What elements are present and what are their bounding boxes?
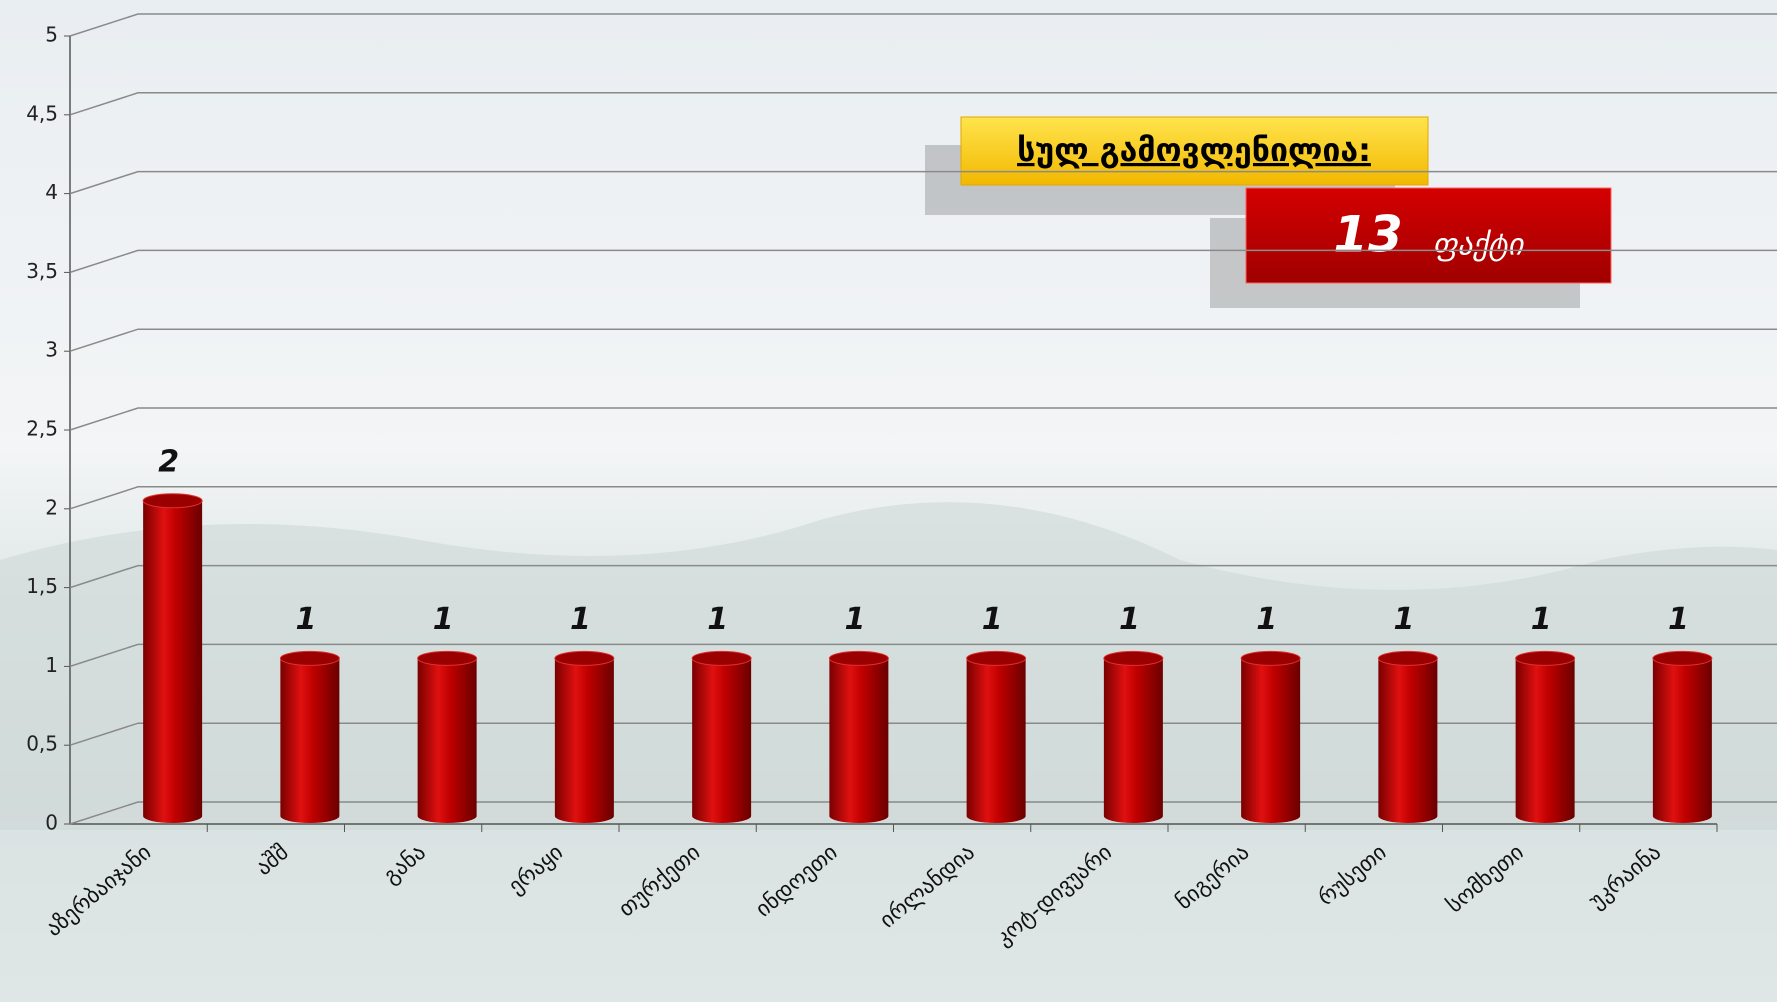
bar-top bbox=[417, 650, 478, 666]
value-label: 1 bbox=[295, 602, 316, 637]
bar-top bbox=[1515, 650, 1576, 666]
y-tick-label: 3,5 bbox=[26, 259, 58, 283]
grid-line bbox=[69, 564, 1777, 589]
value-label: 1 bbox=[1393, 602, 1414, 637]
grid-line bbox=[69, 92, 1777, 116]
value-label: 1 bbox=[1668, 602, 1689, 637]
bar-group: 2 bbox=[142, 444, 203, 824]
value-label: 1 bbox=[1531, 602, 1552, 637]
value-label: 2 bbox=[158, 444, 179, 479]
bar-group: 1 bbox=[1377, 602, 1438, 824]
bar-group: 1 bbox=[1240, 602, 1301, 824]
y-tick-label: 1,5 bbox=[26, 574, 58, 598]
bar-top bbox=[1240, 650, 1301, 666]
value-label: 1 bbox=[982, 602, 1003, 637]
bar-top bbox=[966, 650, 1027, 666]
y-tick-label: 3 bbox=[45, 338, 58, 362]
bar-top bbox=[1377, 650, 1438, 666]
y-tick-label: 0,5 bbox=[26, 732, 58, 756]
grid-line bbox=[69, 249, 1777, 274]
bar bbox=[417, 658, 477, 824]
value-label: 1 bbox=[844, 602, 865, 637]
bar bbox=[692, 658, 752, 824]
bar-group: 1 bbox=[1103, 602, 1164, 824]
bar-top bbox=[691, 650, 752, 666]
total-label: სულ გამოვლენილია: bbox=[1017, 131, 1371, 169]
grid-line bbox=[69, 643, 1777, 668]
value-box bbox=[1245, 187, 1612, 284]
bar-top bbox=[142, 493, 203, 509]
bar bbox=[554, 658, 614, 824]
bar-group: 1 bbox=[966, 602, 1027, 824]
value-label: 1 bbox=[570, 602, 591, 637]
bar bbox=[143, 500, 203, 824]
y-tick-label: 0 bbox=[45, 811, 58, 835]
grid-line bbox=[69, 486, 1777, 510]
bar-group: 1 bbox=[691, 602, 752, 824]
bar-top bbox=[1652, 650, 1713, 666]
grid-line bbox=[69, 722, 1777, 746]
bar-group: 1 bbox=[417, 602, 478, 824]
value-label: 1 bbox=[433, 602, 454, 637]
value-label: 1 bbox=[707, 602, 728, 637]
bar bbox=[829, 658, 889, 824]
grid-line bbox=[69, 170, 1777, 195]
y-tick-label: 5 bbox=[45, 23, 58, 47]
value-label: 1 bbox=[1256, 602, 1277, 637]
bar-group: 1 bbox=[1515, 602, 1576, 824]
bar-top bbox=[828, 650, 889, 666]
bar-group: 1 bbox=[554, 602, 615, 824]
total-unit: ფაქტი bbox=[1433, 228, 1526, 263]
grid-line bbox=[69, 407, 1777, 431]
bar bbox=[1103, 658, 1163, 824]
y-tick-label: 1 bbox=[45, 653, 58, 677]
total-value: 13 bbox=[1333, 206, 1403, 264]
bar-top bbox=[1103, 650, 1164, 666]
y-tick-label: 2,5 bbox=[26, 417, 58, 441]
y-tick-label: 4 bbox=[45, 180, 58, 204]
bar-top bbox=[554, 650, 615, 666]
grid-line bbox=[69, 801, 1777, 825]
bar-group: 1 bbox=[828, 602, 889, 824]
water bbox=[0, 830, 1777, 1002]
bar bbox=[1515, 658, 1575, 824]
bar bbox=[1241, 658, 1301, 824]
bar-group: 1 bbox=[279, 602, 340, 824]
bar bbox=[1378, 658, 1438, 824]
y-tick-label: 2 bbox=[45, 495, 58, 519]
bar-group: 1 bbox=[1652, 602, 1713, 824]
value-label: 1 bbox=[1119, 602, 1140, 637]
grid-line bbox=[69, 13, 1777, 37]
bar-top bbox=[279, 650, 340, 666]
bar bbox=[280, 658, 340, 824]
label-box bbox=[960, 116, 1429, 186]
total-box: სულ გამოვლენილია: 13 ფაქტი 00,511,522,53… bbox=[26, 13, 1777, 835]
bar bbox=[966, 658, 1026, 824]
grid-line bbox=[69, 328, 1777, 352]
bar bbox=[1652, 658, 1712, 824]
y-tick-label: 4,5 bbox=[26, 101, 58, 125]
